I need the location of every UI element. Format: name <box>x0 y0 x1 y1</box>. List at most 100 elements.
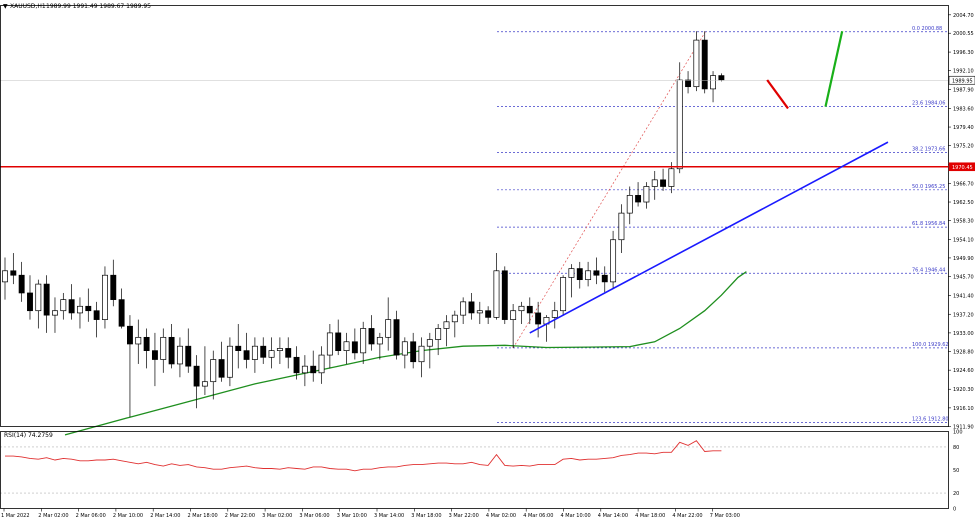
candle-bearish <box>244 351 249 360</box>
chart-header: ▼ XAUUSD,H1 1989.99 1991.49 1989.67 1989… <box>3 3 151 10</box>
candle-bullish <box>361 328 366 352</box>
price-tick-label: 1958.30 <box>953 219 974 225</box>
candle-bearish <box>44 284 49 315</box>
candle-bearish <box>702 40 707 89</box>
candle-bullish <box>427 340 432 347</box>
time-tick-label: 4 Mar 06:00 <box>523 513 553 519</box>
rsi-tick-label: 50 <box>953 468 959 474</box>
candle-bullish <box>652 180 657 187</box>
candle-bearish <box>152 351 157 360</box>
time-tick-label: 2 Mar 22:00 <box>225 513 255 519</box>
candle-bearish <box>602 275 607 282</box>
candle-bullish <box>252 346 257 359</box>
candle-bullish <box>277 348 282 350</box>
candle-bullish <box>619 213 624 240</box>
candle-bearish <box>69 300 74 313</box>
rsi-title: RSI(14) 74.2759 <box>4 432 53 439</box>
price-tag-label: 1989.95 <box>952 78 973 84</box>
time-tick-label: 3 Mar 22:00 <box>449 513 479 519</box>
candle-bearish <box>127 326 132 344</box>
candle-bearish <box>502 271 507 320</box>
candle-bearish <box>536 313 541 324</box>
candle-bearish <box>294 357 299 373</box>
candle-bullish <box>694 40 699 87</box>
candle-bullish <box>52 311 57 315</box>
rsi-tick-label: 0 <box>953 507 956 513</box>
candle-bearish <box>186 346 191 366</box>
price-tick-label: 1933.00 <box>953 331 974 337</box>
fibonacci-level-label: 23.6 1984.06 <box>912 100 945 106</box>
candle-bullish <box>477 311 482 313</box>
candle-bearish <box>111 275 116 299</box>
candle-bullish <box>402 342 407 355</box>
price-tick-label: 1962.50 <box>953 200 974 206</box>
candle-bearish <box>11 271 16 275</box>
candle-bullish <box>77 306 82 313</box>
price-tick-label: 1924.60 <box>953 368 974 374</box>
fibonacci-level-label: 50.0 1965.25 <box>912 184 945 190</box>
candle-bullish <box>644 186 649 202</box>
candle-bullish <box>461 302 466 315</box>
price-tick-label: 1975.20 <box>953 144 974 150</box>
price-tick-label: 1937.20 <box>953 312 974 318</box>
ohlc-readout: 1989.99 1991.49 1989.67 1989.95 <box>46 3 151 10</box>
candle-bullish <box>2 271 7 282</box>
price-tick-label: 1983.60 <box>953 106 974 112</box>
time-tick-label: 2 Mar 02:00 <box>38 513 68 519</box>
price-tick-label: 1928.80 <box>953 350 974 356</box>
candle-bullish <box>494 271 499 318</box>
rsi-tick-label: 80 <box>953 445 959 451</box>
candle-bullish <box>61 300 66 311</box>
candle-bearish <box>19 275 24 293</box>
candle-bullish <box>677 80 682 169</box>
candle-bullish <box>511 311 516 320</box>
candle-bearish <box>594 271 599 275</box>
price-tick-label: 1954.10 <box>953 237 974 243</box>
fibonacci-level-label: 100.0 1929.62 <box>912 342 949 348</box>
candle-bearish <box>352 342 357 353</box>
price-tick-label: 1992.10 <box>953 69 974 75</box>
time-tick-label: 3 Mar 14:00 <box>374 513 404 519</box>
fibonacci-level-label: 38.2 1973.66 <box>912 147 945 153</box>
fibonacci-level-label: 0.0 2000.88 <box>912 26 942 32</box>
symbol-label: XAUUSD,H1 <box>10 3 46 10</box>
candle-bearish <box>336 333 341 351</box>
candle-bullish <box>710 76 715 89</box>
time-tick-label: 2 Mar 18:00 <box>188 513 218 519</box>
time-tick-label: 4 Mar 10:00 <box>561 513 591 519</box>
fibonacci-level-label: 123.6 1912.80 <box>912 417 949 423</box>
candle-bearish <box>411 342 416 362</box>
candle-bullish <box>102 275 107 319</box>
chart-collapse-icon[interactable]: ▼ <box>3 3 8 10</box>
candle-bullish <box>344 342 349 351</box>
candle-bullish <box>302 366 307 373</box>
candle-bullish <box>436 328 441 339</box>
price-tick-label: 1949.90 <box>953 256 974 262</box>
candle-bearish <box>236 346 241 350</box>
candle-bearish <box>286 348 291 357</box>
candle-bearish <box>261 346 266 357</box>
time-tick-label: 3 Mar 18:00 <box>411 513 441 519</box>
candle-bearish <box>394 320 399 355</box>
candle-bearish <box>144 337 149 350</box>
time-tick-label: 2 Mar 10:00 <box>113 513 143 519</box>
candle-bearish <box>685 80 690 87</box>
candle-bullish <box>669 169 674 187</box>
candle-bullish <box>36 284 41 311</box>
price-tick-label: 1996.30 <box>953 50 974 56</box>
price-tick-label: 1987.90 <box>953 87 974 93</box>
candle-bullish <box>202 382 207 386</box>
price-tick-label: 1920.30 <box>953 387 974 393</box>
time-tick-label: 3 Mar 02:00 <box>262 513 292 519</box>
fibonacci-level-label: 61.8 1956.84 <box>912 221 945 227</box>
rsi-tick-label: 100 <box>953 430 963 436</box>
candle-bearish <box>577 269 582 280</box>
candle-bearish <box>311 366 316 373</box>
candle-bearish <box>719 76 724 81</box>
candle-bearish <box>27 293 32 311</box>
candle-bullish <box>269 351 274 358</box>
price-tick-label: 1916.10 <box>953 406 974 412</box>
